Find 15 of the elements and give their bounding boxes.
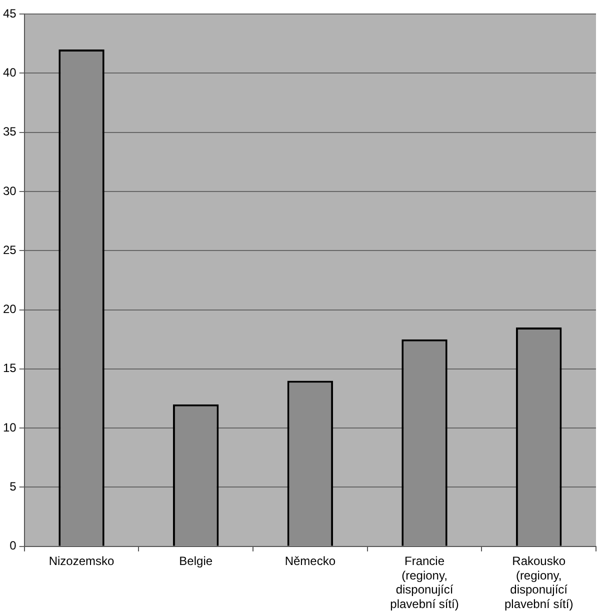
y-tick-label: 20 xyxy=(2,302,17,316)
y-tick-label: 45 xyxy=(2,6,17,20)
y-tick-label: 35 xyxy=(2,124,17,139)
y-tick-label: 25 xyxy=(2,242,17,257)
y-tick-label: 0 xyxy=(10,538,17,553)
y-tick-label: 15 xyxy=(2,361,17,376)
y-tick-label: 10 xyxy=(2,420,17,434)
y-tick-label: 30 xyxy=(2,184,17,198)
y-tick-label: 5 xyxy=(10,480,17,494)
x-tick-label: Německo xyxy=(284,554,336,568)
x-tick-label: Rakousko (regiony, disponující plavební sítí) xyxy=(504,554,574,612)
x-tick-label: Francie (regiony, disponující plavební sítí) xyxy=(390,554,459,612)
y-tick-label: 40 xyxy=(2,65,17,80)
x-tick-label: Nizozemsko xyxy=(48,554,115,568)
x-tick-label: Belgie xyxy=(179,554,213,568)
